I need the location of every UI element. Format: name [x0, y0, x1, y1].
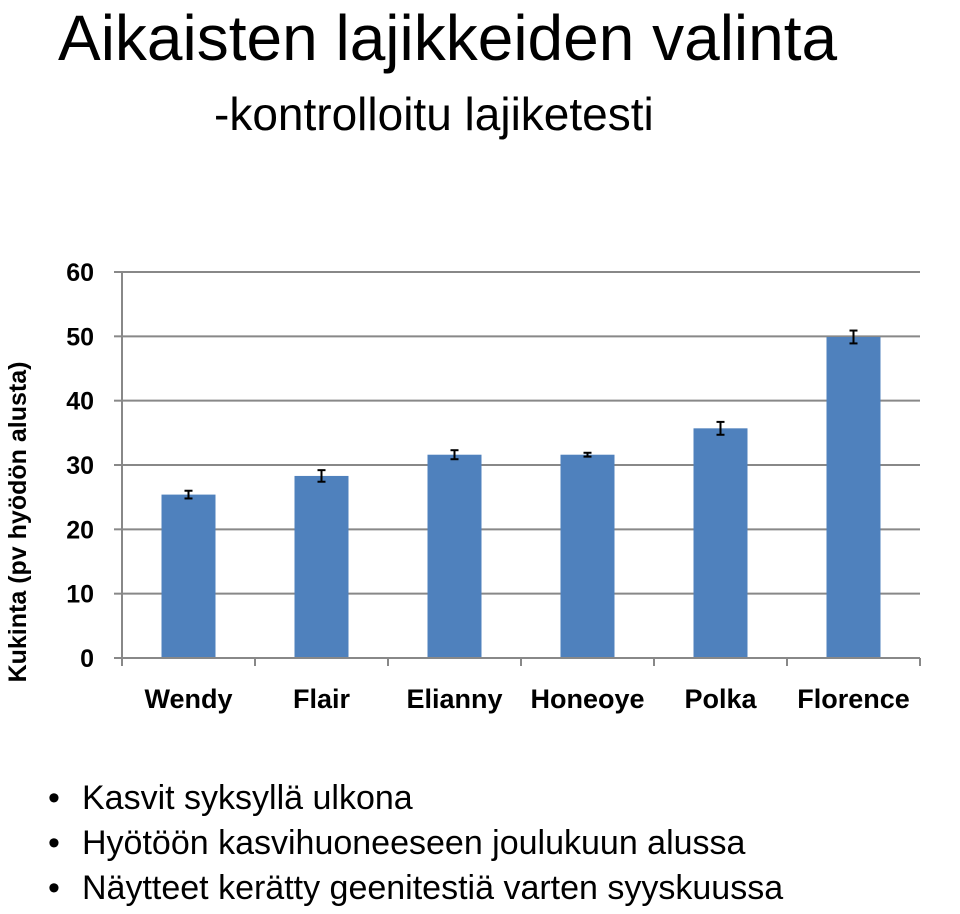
slide-subtitle: -kontrolloitu lajiketesti [214, 88, 654, 140]
bar-polka [693, 428, 748, 658]
error-bar [317, 469, 326, 483]
bar-flair [294, 475, 349, 658]
x-tick-label: Honeoye [530, 684, 644, 714]
y-tick-label: 30 [66, 452, 94, 480]
y-tick-label: 0 [80, 645, 94, 673]
y-tick-label: 50 [66, 323, 94, 351]
bar-chart: 0 10 20 30 40 50 60 Wendy Flair Elianny Honeoye Pol… [4, 259, 921, 714]
y-tick-label: 10 [66, 581, 94, 609]
error-bar [184, 489, 193, 500]
error-bar [583, 451, 592, 458]
y-axis-label: Kukinta (pv hyödön alusta) [4, 362, 32, 683]
bullet-list: Kasvit syksyllä ulkona Hyötöön kasvihuon… [48, 776, 783, 911]
x-tick-label: Wendy [144, 684, 232, 714]
bullet-item: Kasvit syksyllä ulkona [48, 776, 783, 821]
bar-honeoye [560, 454, 615, 658]
y-tick-label: 20 [66, 516, 94, 544]
x-tick-label: Flair [293, 684, 351, 714]
error-bar [450, 449, 459, 461]
bar-elianny [427, 454, 482, 658]
x-tick-label: Polka [684, 684, 757, 714]
error-bar [849, 329, 858, 345]
slide-title: Aikaisten lajikkeiden valinta [58, 2, 838, 74]
y-tick-label: 40 [66, 388, 94, 416]
y-tick-label: 60 [66, 259, 94, 287]
bullet-item: Hyötöön kasvihuoneeseen joulukuun alussa [48, 821, 783, 866]
x-tick-label: Florence [797, 684, 910, 714]
bar-florence [826, 336, 881, 658]
error-bar [716, 420, 725, 436]
bar-wendy [161, 494, 216, 658]
bullet-item: Näytteet kerätty geenitestiä varten syys… [48, 866, 783, 911]
x-tick-label: Elianny [406, 684, 502, 714]
